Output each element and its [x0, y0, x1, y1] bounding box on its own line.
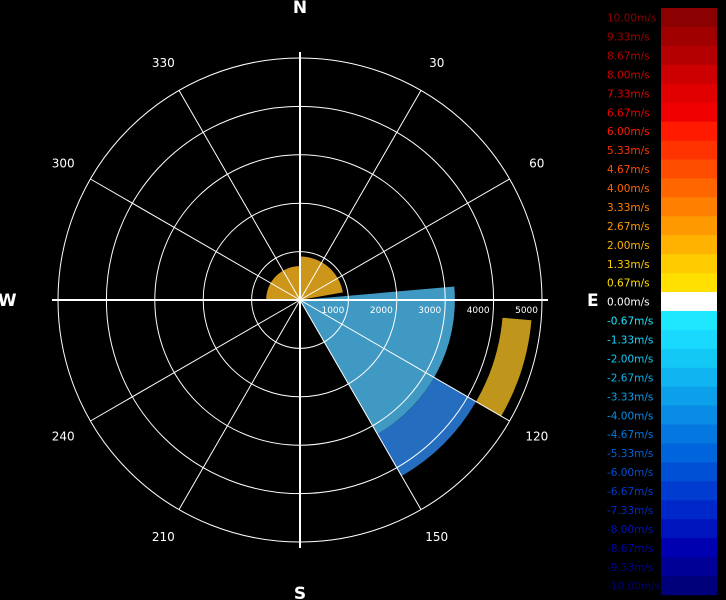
- legend-label: 0.67m/s: [607, 278, 650, 290]
- legend-swatch: [661, 140, 717, 160]
- legend-swatch: [661, 424, 717, 444]
- range-label: 4000: [467, 306, 490, 316]
- legend-swatch: [661, 26, 717, 47]
- legend-label: 4.67m/s: [607, 164, 650, 176]
- azimuth-spoke: [299, 178, 510, 301]
- legend-swatch: [661, 538, 717, 558]
- legend-label: -10.00m/s: [607, 581, 660, 593]
- legend-label: 2.00m/s: [607, 240, 650, 252]
- legend-label: -8.00m/s: [607, 524, 653, 536]
- legend-swatch: [661, 102, 717, 122]
- legend-swatch: [661, 197, 717, 217]
- legend-swatch: [661, 178, 717, 198]
- azimuth-spoke: [90, 299, 301, 422]
- legend-label: -4.00m/s: [607, 410, 653, 422]
- polar-grid: [52, 52, 548, 548]
- legend-label: 10.00m/s: [607, 13, 656, 25]
- north-receding-echo-2: [300, 256, 343, 300]
- azimuth-spoke: [90, 178, 301, 301]
- legend-swatch: [661, 273, 717, 293]
- legend-swatch: [661, 8, 717, 28]
- azimuth-spoke: [299, 299, 422, 510]
- legend-label: 3.33m/s: [607, 202, 650, 214]
- legend-label: 4.00m/s: [607, 183, 650, 195]
- legend-swatch: [661, 405, 717, 425]
- azimuth-label: 30: [429, 56, 444, 70]
- color-legend: 10.00m/s 9.33m/s 8.67m/s 8.00m/s 7.33m/s 6.67…: [607, 8, 717, 596]
- range-label: 3000: [418, 306, 441, 316]
- legend-swatch: [661, 254, 717, 274]
- legend-swatch: [661, 557, 717, 577]
- azimuth-label: 150: [425, 530, 448, 544]
- cardinal-s: S: [294, 584, 306, 600]
- legend-label: 7.33m/s: [607, 88, 650, 100]
- legend-label: -3.33m/s: [607, 391, 653, 403]
- legend-label: -2.67m/s: [607, 372, 653, 384]
- azimuth-label: 210: [152, 530, 175, 544]
- range-label: 1000: [321, 306, 344, 316]
- azimuth-spoke: [178, 299, 301, 510]
- legend-swatch: [661, 292, 717, 312]
- legend-swatch: [661, 386, 717, 406]
- legend-swatch: [661, 481, 717, 501]
- legend-swatch: [661, 310, 717, 331]
- legend-label: -5.33m/s: [607, 448, 653, 460]
- legend-swatch: [661, 216, 717, 236]
- legend-label: 6.67m/s: [607, 107, 650, 119]
- north-receding-echo: [266, 266, 300, 300]
- east-outer-arc: [476, 317, 532, 417]
- southeast-approaching-echo: [300, 286, 455, 435]
- legend-swatch: [661, 367, 717, 388]
- legend-label: -1.33m/s: [607, 335, 653, 347]
- legend-swatch: [661, 64, 717, 85]
- range-label: 2000: [370, 306, 393, 316]
- legend-swatch: [661, 121, 717, 141]
- southeast-outer-band: [377, 377, 477, 477]
- legend-swatch: [661, 519, 717, 539]
- legend-label: 0.00m/s: [607, 297, 650, 309]
- legend-label: 5.33m/s: [607, 145, 650, 157]
- azimuth-label: 300: [52, 156, 75, 170]
- azimuth-spoke: [299, 90, 422, 301]
- legend-label: -6.00m/s: [607, 467, 653, 479]
- legend-swatch: [661, 159, 717, 179]
- legend-label: 9.33m/s: [607, 32, 650, 44]
- legend-label: -6.67m/s: [607, 486, 653, 498]
- cardinal-e: E: [587, 291, 599, 311]
- legend-swatch: [661, 443, 717, 463]
- cardinal-n: N: [293, 0, 307, 18]
- azimuth-label: 240: [52, 430, 75, 444]
- legend-label: -4.67m/s: [607, 429, 653, 441]
- legend-swatch: [661, 83, 717, 103]
- legend-label: -7.33m/s: [607, 505, 653, 517]
- azimuth-label: 120: [525, 430, 548, 444]
- azimuth-spoke: [299, 299, 510, 422]
- legend-label: 1.33m/s: [607, 259, 650, 271]
- legend-label: -0.67m/s: [607, 316, 653, 328]
- legend-swatch: [661, 235, 717, 255]
- cardinal-w: W: [0, 291, 17, 311]
- legend-label: -2.00m/s: [607, 353, 653, 365]
- legend-swatch: [661, 462, 717, 482]
- azimuth-spoke: [178, 90, 301, 301]
- echo-layer: [266, 256, 532, 477]
- legend-swatch: [661, 500, 717, 520]
- chart-labels: 1000 2000 3000 4000 5000 N E S W 30 60 120 150 210 240…: [0, 0, 599, 600]
- legend-label: 8.00m/s: [607, 69, 650, 81]
- range-label: 5000: [515, 306, 538, 316]
- legend-label: -9.33m/s: [607, 562, 653, 574]
- legend-swatch: [661, 348, 717, 369]
- azimuth-label: 60: [529, 156, 544, 170]
- legend-swatch: [661, 45, 717, 66]
- legend-label: 6.00m/s: [607, 126, 650, 138]
- legend-label: -8.67m/s: [607, 543, 653, 555]
- legend-swatch: [661, 576, 717, 596]
- azimuth-label: 330: [152, 56, 175, 70]
- legend-label: 8.67m/s: [607, 51, 650, 63]
- legend-label: 2.67m/s: [607, 221, 650, 233]
- legend-swatch: [661, 329, 717, 350]
